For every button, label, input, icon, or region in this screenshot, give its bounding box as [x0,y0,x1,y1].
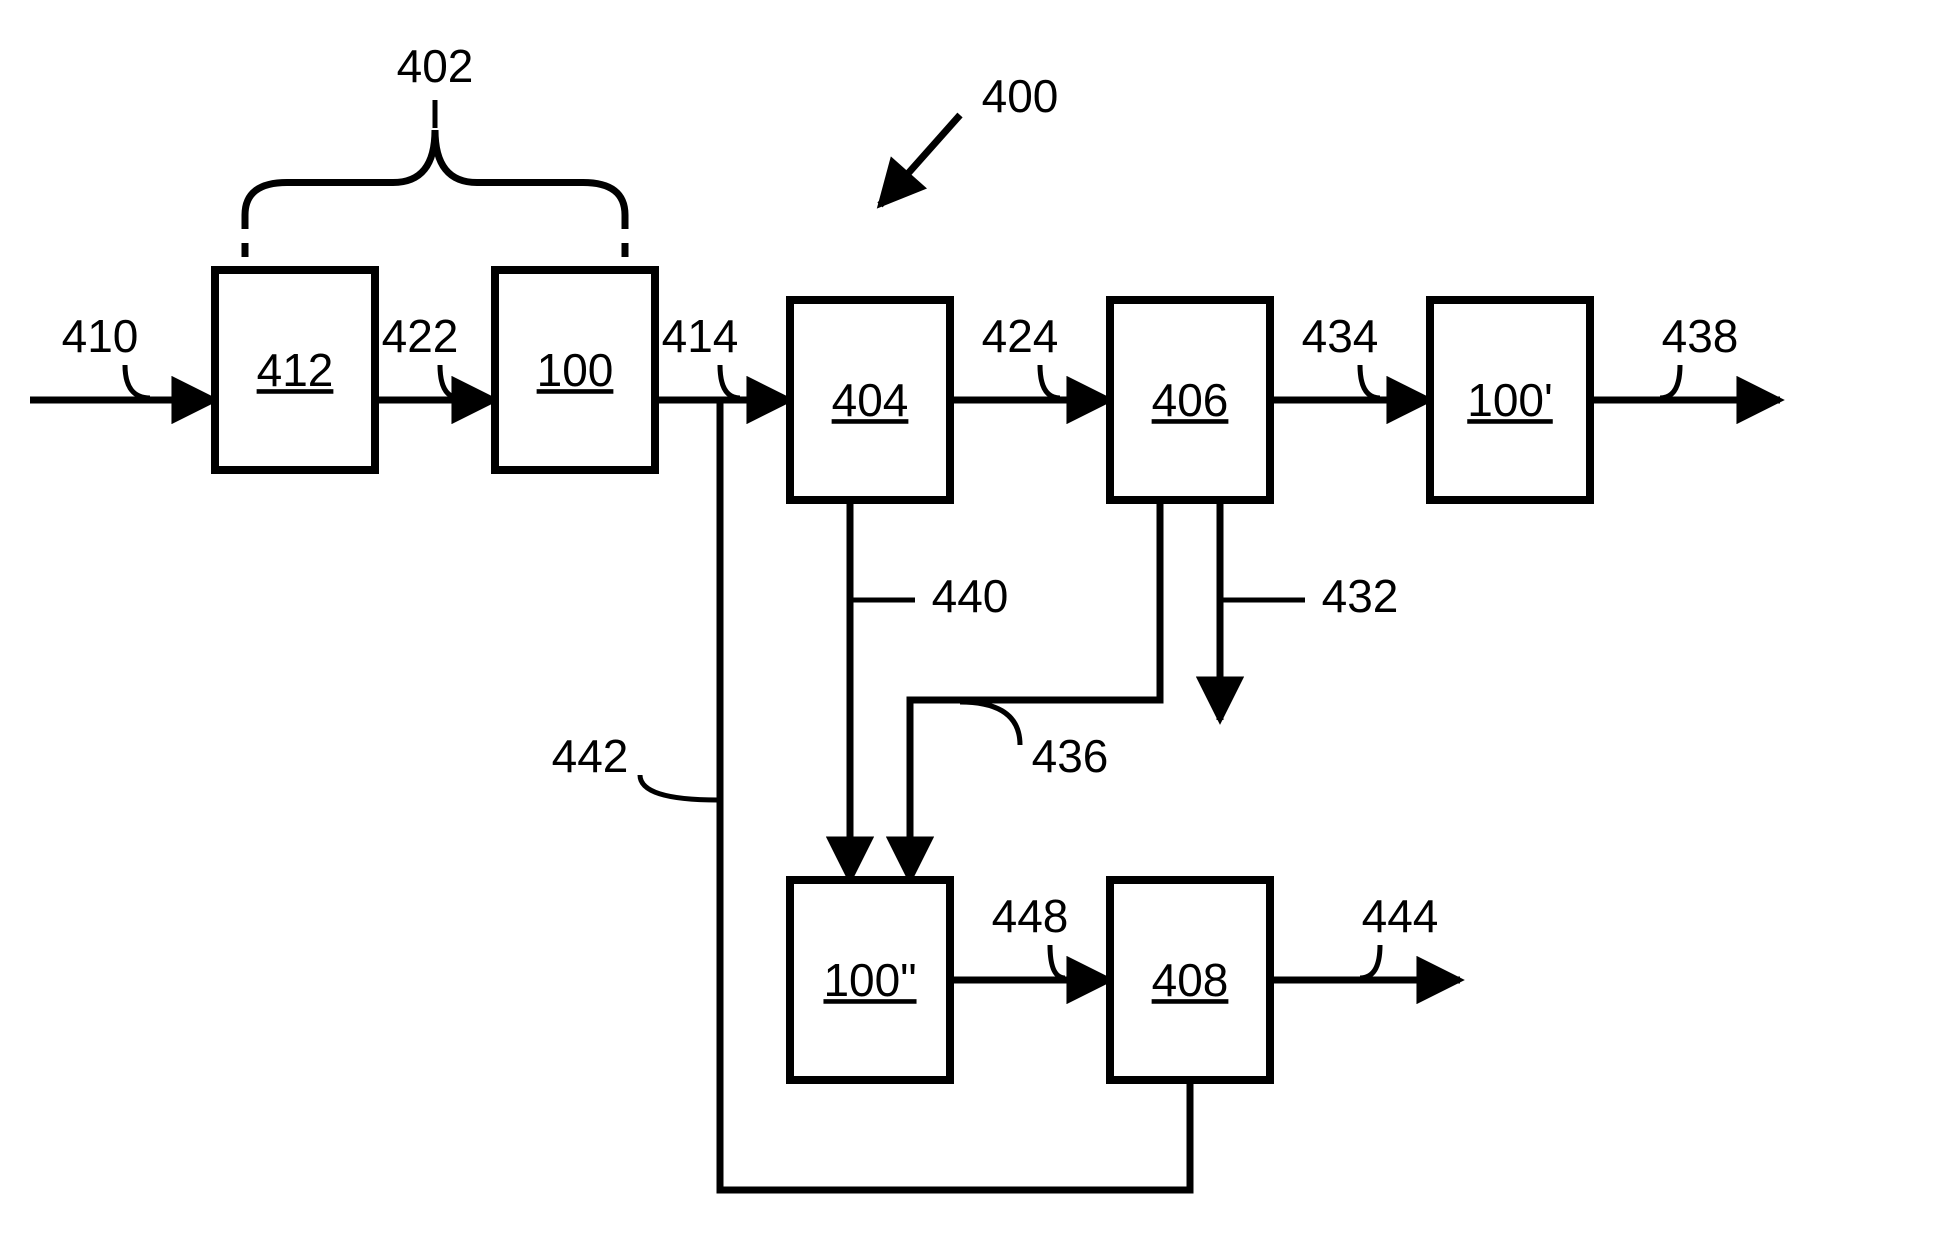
node-label-n100pp: 100" [823,954,916,1006]
lead-424 [1040,365,1060,398]
node-label-n100: 100 [537,344,614,396]
node-label-n406: 406 [1152,374,1229,426]
node-label-n408: 408 [1152,954,1229,1006]
ref-label-444: 444 [1362,890,1439,942]
node-label-n404: 404 [832,374,909,426]
lead-444 [1360,945,1380,978]
lead-434 [1360,365,1380,398]
lead-442 [640,775,718,800]
lead-414 [720,365,740,398]
ref-label-442: 442 [552,730,629,782]
lead-448 [1050,945,1065,978]
lead-422 [440,365,460,398]
lead-410 [125,365,150,398]
ref-label-438: 438 [1662,310,1739,362]
ref-label-402: 402 [397,40,474,92]
node-label-n100p: 100' [1467,374,1553,426]
ref-label-424: 424 [982,310,1059,362]
lead-436 [960,702,1020,745]
brace-402 [245,130,625,215]
ref-label-432: 432 [1322,570,1399,622]
ref-label-434: 434 [1302,310,1379,362]
ref-label-422: 422 [382,310,459,362]
edge-e436 [910,500,1160,880]
ref-label-440: 440 [932,570,1009,622]
ref-label-414: 414 [662,310,739,362]
ref-label-410: 410 [62,310,139,362]
ref-label-436: 436 [1032,730,1109,782]
node-label-n412: 412 [257,344,334,396]
lead-438 [1660,365,1680,398]
pointer-400 [880,115,960,205]
ref-label-400: 400 [982,70,1059,122]
ref-label-448: 448 [992,890,1069,942]
